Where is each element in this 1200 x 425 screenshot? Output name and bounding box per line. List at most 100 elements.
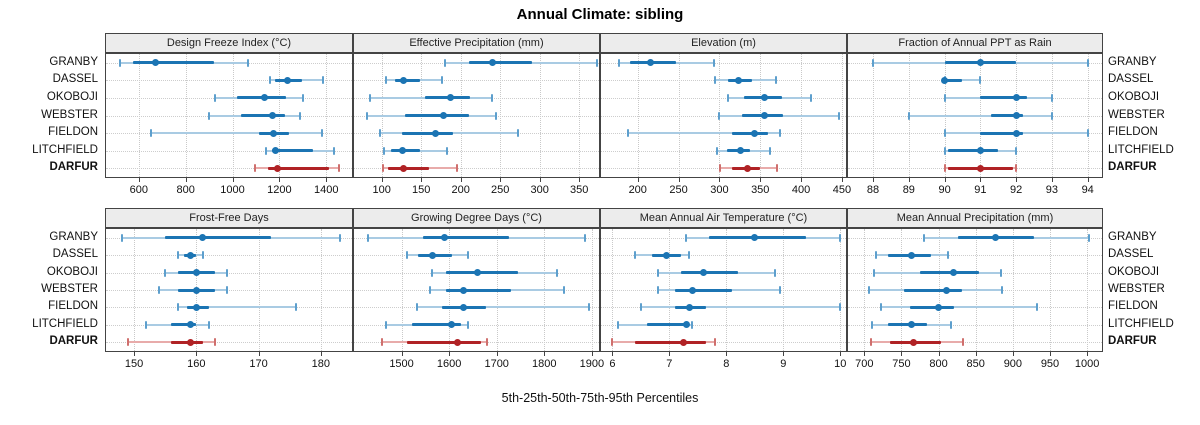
whisker-cap-95th	[713, 338, 716, 347]
iqr-line-25-75	[240, 114, 286, 117]
median-dot	[488, 59, 496, 67]
whisker-cap-95th	[246, 58, 249, 67]
whisker-cap-95th	[769, 146, 772, 155]
site-label-left: DASSEL	[52, 73, 98, 86]
axis-tick	[678, 178, 680, 182]
whisker-cap-95th	[294, 303, 297, 312]
axis-tick-label: 250	[669, 184, 688, 196]
panel-title: Mean Annual Precipitation (mm)	[896, 212, 1054, 224]
whisker-cap-5th	[265, 146, 268, 155]
whisker-cap-95th	[555, 268, 558, 277]
grid-line-horizontal	[601, 97, 846, 99]
axis-tick	[840, 352, 842, 356]
site-label-left: DARFUR	[49, 161, 98, 174]
axis-tick	[1016, 178, 1018, 182]
whisker-cap-5th	[253, 164, 256, 173]
median-dot	[743, 164, 751, 172]
range-line-5-95	[177, 306, 296, 309]
site-label-left: LITCHFIELD	[32, 317, 98, 330]
whisker-cap-5th	[381, 338, 384, 347]
median-dot	[273, 164, 281, 172]
figure-title: Annual Climate: sibling	[516, 6, 684, 23]
site-label-left: GRANBY	[49, 55, 98, 68]
axis-tick-label: 200	[628, 184, 647, 196]
panel-plot	[600, 228, 847, 352]
site-label-left: DASSEL	[52, 248, 98, 261]
axis-tick	[185, 178, 187, 182]
grid-line-horizontal	[106, 255, 352, 257]
axis-tick-label: 9	[780, 358, 787, 370]
median-dot	[454, 338, 462, 346]
whisker-cap-95th	[778, 129, 781, 138]
range-line-5-95	[627, 132, 780, 135]
whisker-cap-5th	[119, 58, 122, 67]
axis-tick	[864, 352, 866, 356]
axis-tick	[841, 178, 843, 182]
grid-line-horizontal	[106, 80, 352, 82]
axis-tick	[1087, 352, 1089, 356]
axis-tick	[138, 178, 140, 182]
grid-line-horizontal	[601, 342, 846, 344]
grid-line-horizontal	[848, 324, 1102, 326]
axis-tick-label: 7	[666, 358, 673, 370]
whisker-cap-5th	[922, 233, 925, 242]
axis-tick-label: 1200	[267, 184, 292, 196]
panel-title: Growing Degree Days (°C)	[411, 212, 542, 224]
grid-line-horizontal	[601, 62, 846, 64]
median-dot	[992, 234, 1000, 242]
whisker-cap-5th	[715, 146, 718, 155]
panel-strip: Mean Annual Air Temperature (°C)	[600, 208, 847, 228]
axis-tick	[1051, 178, 1053, 182]
whisker-cap-95th	[1015, 146, 1018, 155]
whisker-cap-5th	[379, 129, 382, 138]
axis-tick	[496, 352, 498, 356]
whisker-cap-5th	[656, 268, 659, 277]
axis-tick	[579, 178, 581, 182]
range-line-5-95	[880, 306, 1037, 309]
iqr-line-25-75	[680, 271, 738, 275]
iqr-line-25-75	[468, 61, 532, 65]
whisker-cap-5th	[943, 164, 946, 173]
axis-tick-label: 300	[530, 184, 549, 196]
iqr-line-25-75	[387, 166, 430, 170]
axis-tick	[544, 352, 546, 356]
site-label-left: WEBSTER	[41, 283, 98, 295]
median-dot	[907, 321, 915, 329]
median-dot	[700, 269, 708, 277]
whisker-cap-5th	[176, 251, 179, 260]
panel-title: Frost-Free Days	[189, 212, 269, 224]
whisker-cap-5th	[157, 286, 160, 294]
axis-tick-label: 1700	[484, 358, 509, 370]
median-dot	[1012, 94, 1020, 102]
axis-tick-label: 800	[176, 184, 195, 196]
whisker-cap-5th	[176, 303, 179, 312]
whisker-cap-95th	[712, 58, 715, 67]
whisker-cap-5th	[943, 93, 946, 102]
whisker-cap-5th	[145, 320, 148, 329]
site-label-right: WEBSTER	[1108, 108, 1165, 121]
grid-line-horizontal	[354, 80, 599, 82]
iqr-line-25-75	[406, 340, 481, 344]
whisker-cap-95th	[563, 286, 566, 294]
axis-tick-label: 1500	[389, 358, 414, 370]
whisker-cap-5th	[639, 303, 642, 312]
whisker-cap-95th	[950, 320, 953, 329]
median-dot	[1012, 112, 1020, 119]
median-dot	[199, 234, 207, 242]
iqr-line-25-75	[412, 323, 461, 327]
median-dot	[949, 269, 957, 277]
axis-tick-label: 88	[866, 184, 880, 196]
whisker-cap-5th	[406, 251, 409, 260]
whisker-cap-95th	[301, 93, 304, 102]
whisker-cap-95th	[839, 233, 842, 242]
axis-tick-label: 800	[929, 358, 948, 370]
axis-tick-label: 350	[570, 184, 589, 196]
panel-title: Elevation (m)	[691, 37, 756, 49]
site-label-right: DARFUR	[1108, 335, 1157, 348]
axis-tick	[232, 178, 234, 182]
median-dot	[268, 112, 276, 119]
whisker-cap-95th	[1000, 286, 1003, 294]
iqr-line-25-75	[948, 149, 999, 153]
panel-strip: Design Freeze Index (°C)	[105, 33, 353, 53]
axis-tick-label: 900	[1003, 358, 1023, 370]
